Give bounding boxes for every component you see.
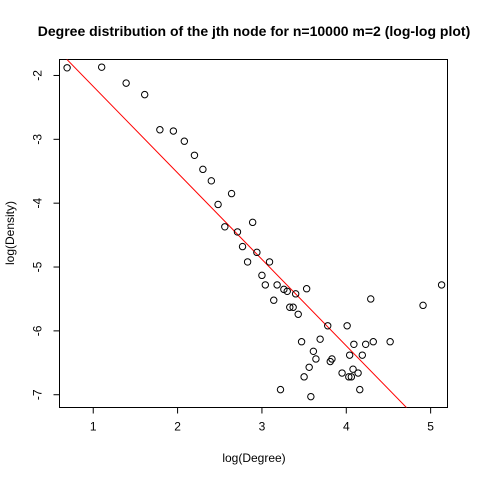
plot-frame <box>59 59 448 408</box>
data-point <box>386 338 394 346</box>
data-point <box>349 365 357 373</box>
data-point <box>265 258 274 266</box>
data-point <box>291 290 300 298</box>
data-point <box>312 355 320 363</box>
data-point <box>227 189 236 198</box>
data-point <box>63 64 71 72</box>
data-point <box>343 322 351 330</box>
y-tick-label: -4 <box>31 198 45 209</box>
y-tick-label: -5 <box>31 261 45 272</box>
data-point <box>356 385 364 394</box>
data-point <box>316 335 324 343</box>
data-point <box>305 363 313 371</box>
data-point <box>361 340 370 348</box>
data-point <box>238 242 247 251</box>
data-point <box>307 392 315 401</box>
y-tick-label: -6 <box>31 325 45 336</box>
data-point <box>270 296 278 304</box>
x-tick-label: 5 <box>427 420 434 434</box>
data-point <box>180 137 189 145</box>
data-point <box>347 373 356 381</box>
data-point <box>369 338 377 346</box>
data-point <box>199 165 207 174</box>
data-point <box>243 258 252 266</box>
data-point <box>273 281 281 289</box>
data-point <box>294 310 302 318</box>
data-point <box>358 351 367 359</box>
data-point <box>156 126 164 134</box>
data-point <box>261 281 270 289</box>
data-point <box>221 223 229 231</box>
data-point <box>97 63 106 71</box>
y-axis-label: log(Density) <box>3 201 17 265</box>
data-point <box>286 303 294 311</box>
data-point <box>324 322 332 330</box>
y-tick-label: -7 <box>31 389 45 400</box>
data-point <box>419 301 427 310</box>
data-point <box>207 177 216 185</box>
data-point <box>140 90 149 99</box>
data-point <box>169 127 178 135</box>
data-point <box>345 373 353 381</box>
data-point <box>283 287 291 295</box>
data-point <box>214 200 222 209</box>
data-point <box>289 303 297 311</box>
x-tick-label: 4 <box>343 420 350 434</box>
data-point <box>437 281 446 289</box>
data-points <box>63 63 446 401</box>
data-point <box>354 369 362 377</box>
y-tick-label: -3 <box>31 134 45 145</box>
y-axis: -2 -3 -4 -5 -6 -7 <box>31 70 60 400</box>
data-point <box>248 218 257 227</box>
data-point <box>309 347 318 356</box>
data-point <box>328 355 336 363</box>
data-point <box>300 373 308 381</box>
x-tick-label: 2 <box>174 420 181 434</box>
data-point <box>350 340 358 348</box>
x-tick-label: 3 <box>259 420 266 434</box>
data-point <box>190 151 199 159</box>
data-point <box>276 385 285 394</box>
data-point <box>302 285 311 293</box>
x-axis-label: log(Degree) <box>222 451 285 465</box>
x-tick-label: 1 <box>90 420 97 434</box>
x-axis: 1 2 3 4 5 <box>90 407 434 434</box>
data-point <box>367 295 375 303</box>
chart-title: Degree distribution of the jth node for … <box>38 23 470 39</box>
data-point <box>297 338 306 346</box>
data-point <box>345 351 354 359</box>
data-point <box>338 369 346 377</box>
data-point <box>253 248 261 257</box>
data-point <box>122 79 130 87</box>
data-point <box>233 228 242 236</box>
data-point <box>258 271 266 280</box>
y-tick-label: -2 <box>31 70 45 81</box>
